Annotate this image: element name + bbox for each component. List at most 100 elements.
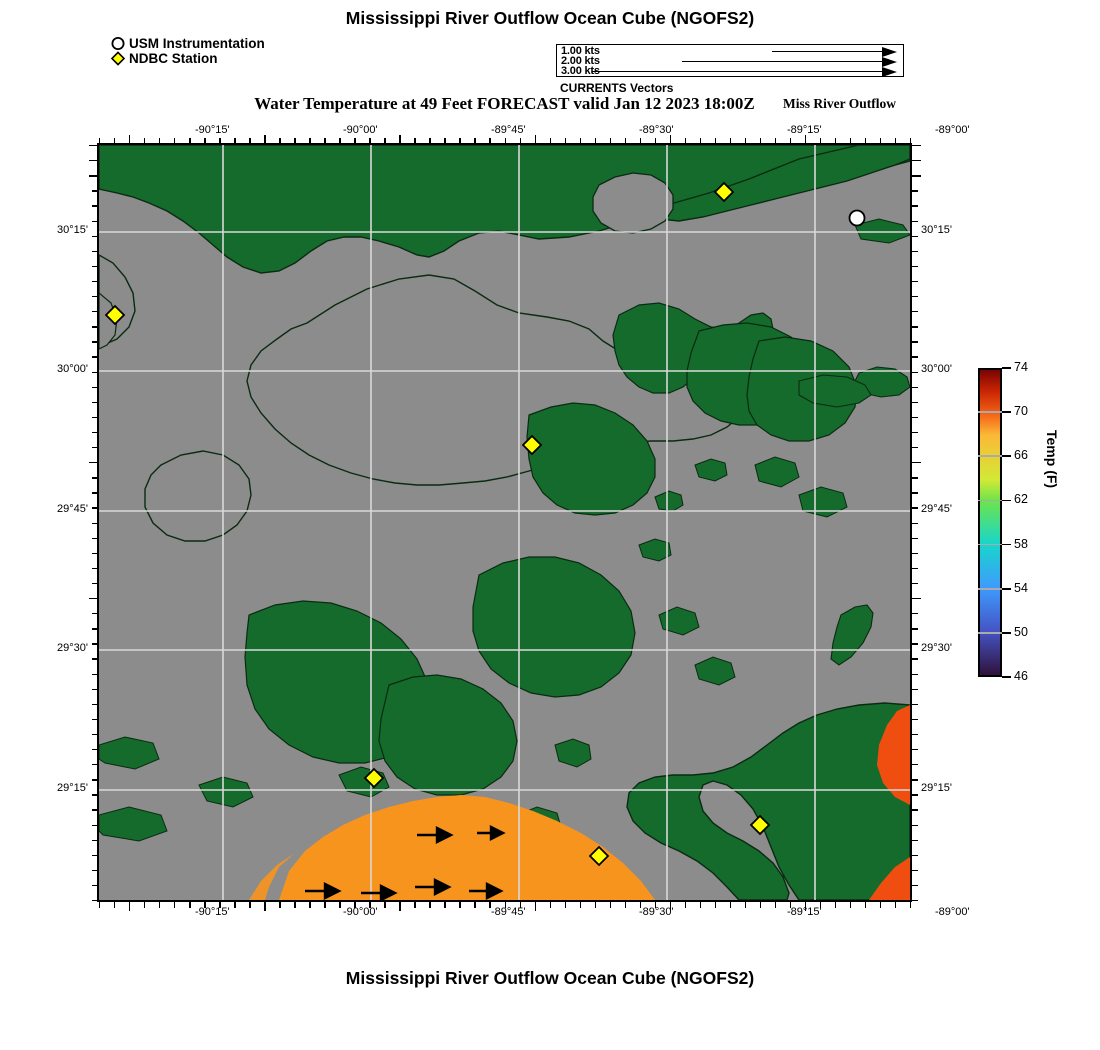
- axis-tick: [264, 135, 266, 144]
- islet-13: [754, 456, 800, 488]
- colorbar-inner-tick: [978, 632, 1002, 634]
- axis-tick: [92, 839, 98, 841]
- colorbar-inner-tick: [978, 543, 1002, 546]
- currents-label-3: 3.00 kts: [561, 65, 600, 77]
- longitude-tick-label: -89°30': [639, 906, 674, 918]
- plume-warm-edge: [249, 853, 295, 900]
- axis-tick: [89, 462, 98, 464]
- axis-tick: [864, 138, 867, 144]
- axis-tick: [114, 138, 116, 144]
- current-vector-layer: [305, 825, 506, 900]
- axis-tick: [444, 902, 446, 908]
- axis-tick: [219, 902, 221, 908]
- axis-tick: [414, 902, 416, 908]
- axis-tick: [92, 416, 98, 419]
- axis-tick: [354, 902, 356, 908]
- current-vector: [469, 882, 504, 900]
- axis-tick: [912, 296, 918, 298]
- colorbar-tick-label: 74: [1014, 360, 1028, 374]
- colorbar-tick-label: 70: [1014, 404, 1028, 419]
- colorbar-tick: [1002, 455, 1011, 458]
- axis-tick: [399, 135, 401, 144]
- colorbar-tick: [1002, 587, 1011, 590]
- axis-tick: [744, 902, 747, 908]
- longitude-tick-label: -90°15': [195, 906, 230, 918]
- axis-tick: [912, 764, 918, 766]
- barrier-island-b: [798, 374, 872, 408]
- axis-tick: [912, 552, 918, 555]
- colorbar-tick: [1002, 367, 1011, 369]
- axis-tick: [92, 296, 98, 298]
- axis-tick: [624, 902, 627, 908]
- lake-maurepas: [144, 450, 252, 542]
- map-canvas[interactable]: [97, 143, 912, 902]
- axis-tick: [174, 138, 176, 144]
- axis-tick: [912, 794, 918, 796]
- longitude-tick-label: -89°15': [787, 124, 822, 136]
- axis-tick: [699, 902, 702, 908]
- colorbar-tick: [1002, 632, 1011, 634]
- axis-tick: [92, 235, 98, 237]
- axis-tick: [414, 138, 416, 144]
- axis-tick: [92, 688, 98, 690]
- longitude-tick-label: -89°30': [639, 124, 674, 136]
- axis-tick: [92, 477, 98, 479]
- temperature-colorbar[interactable]: [978, 368, 1002, 677]
- islet-9: [99, 736, 160, 770]
- islet-4: [554, 738, 592, 768]
- axis-tick: [279, 902, 281, 908]
- axis-tick: [912, 869, 918, 872]
- axis-tick: [684, 902, 687, 908]
- axis-tick: [699, 138, 702, 144]
- axis-tick: [92, 794, 98, 796]
- islet-3: [638, 538, 672, 562]
- axis-tick: [189, 138, 191, 144]
- colorbar-inner-tick: [978, 411, 1002, 413]
- axis-tick: [912, 673, 918, 675]
- axis-tick: [912, 884, 918, 887]
- currents-label-1: 1.00 kts: [561, 45, 600, 57]
- islet-10: [99, 806, 168, 842]
- colorbar-tick-label: 58: [1014, 536, 1028, 551]
- axis-tick: [92, 280, 98, 283]
- land-southeast: [626, 702, 910, 900]
- colorbar-tick-label: 50: [1014, 624, 1028, 639]
- vector-head-2: [882, 56, 897, 67]
- axis-tick: [912, 386, 918, 388]
- west-bay: [99, 292, 118, 350]
- axis-tick: [912, 175, 921, 177]
- station-layer: [104, 181, 866, 867]
- ndbc-station-marker: [588, 845, 610, 867]
- axis-tick: [519, 902, 521, 908]
- axis-tick: [912, 809, 918, 811]
- axis-tick: [912, 854, 918, 857]
- axis-tick: [912, 190, 918, 192]
- axis-tick: [564, 138, 566, 144]
- axis-tick: [729, 902, 732, 908]
- colorbar-tick: [1002, 499, 1011, 502]
- axis-tick: [912, 537, 918, 539]
- axis-tick: [912, 401, 918, 404]
- current-vector: [477, 825, 506, 841]
- axis-tick: [729, 138, 732, 144]
- axis-tick: [759, 138, 762, 144]
- ndbc-station-marker: [521, 434, 543, 456]
- longitude-tick-label: -89°00': [935, 906, 970, 918]
- axis-tick: [534, 902, 536, 911]
- ndbc-station-marker: [749, 814, 771, 836]
- plume-hot-corner: [869, 857, 910, 900]
- currents-vectors-legend: 1.00 kts 2.00 kts 3.00 kts: [556, 44, 904, 77]
- axis-tick: [92, 401, 98, 404]
- colorbar-tick-label: 62: [1014, 492, 1028, 507]
- axis-tick: [264, 902, 266, 911]
- islet-2: [694, 458, 728, 482]
- axis-tick: [912, 507, 918, 509]
- axis-tick: [174, 902, 176, 908]
- axis-tick: [864, 902, 867, 908]
- axis-tick: [324, 902, 326, 908]
- colorbar-tick-label: 54: [1014, 580, 1028, 595]
- axis-tick: [92, 537, 98, 539]
- axis-tick: [474, 138, 476, 144]
- axis-ticks-right: [912, 143, 922, 902]
